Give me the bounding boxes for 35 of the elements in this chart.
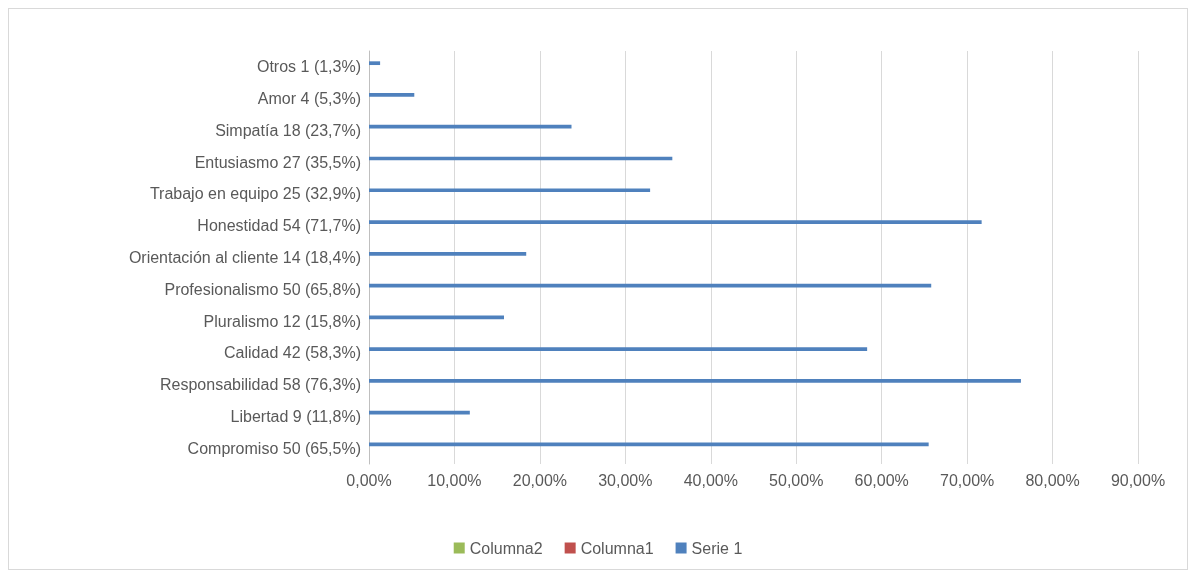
y-tick-label: Orientación al cliente 14 (18,4%) <box>128 249 361 266</box>
x-tick-label: 90,00% <box>1110 471 1166 489</box>
x-tick-label: 80,00% <box>1025 471 1080 489</box>
x-tick-label: 50,00% <box>769 471 824 489</box>
bar <box>369 61 381 66</box>
x-tick-label: 10,00% <box>427 471 482 489</box>
x-tick-label: 20,00% <box>512 471 568 489</box>
y-tick-label: Pluralismo 12 (15,8%) <box>203 312 361 330</box>
bar <box>369 93 415 97</box>
y-tick-label: Honestidad 54 (71,7%) <box>197 217 361 235</box>
y-tick-label: Amor 4 (5,3%) <box>257 90 361 108</box>
x-tick-label: 60,00% <box>854 471 909 489</box>
y-tick-label: Trabajo en equipo 25 (32,9%) <box>149 185 361 203</box>
bar <box>369 124 572 129</box>
bar <box>369 379 1021 383</box>
bar <box>369 315 504 320</box>
y-tick-label: Calidad 42 (58,3%) <box>224 344 361 362</box>
y-tick-label: Libertad 9 (11,8%) <box>230 407 361 425</box>
x-tick-label: 70,00% <box>939 471 995 489</box>
x-tick-label: 40,00% <box>683 471 738 489</box>
y-tick-label: Simpatía 18 (23,7%) <box>215 121 361 139</box>
y-tick-label: Profesionalismo 50 (65,8%) <box>164 280 361 298</box>
bar <box>369 188 651 193</box>
bar <box>369 347 868 351</box>
y-tick-label: Entusiasmo 27 (35,5%) <box>194 153 361 171</box>
y-tick-label: Compromiso 50 (65,5%) <box>187 439 361 457</box>
bar <box>369 251 527 256</box>
legend-label: Columna1 <box>580 539 654 557</box>
x-tick-label: 30,00% <box>598 471 653 489</box>
y-tick-label: Otros 1 (1,3%) <box>256 58 361 76</box>
bar <box>369 220 982 224</box>
legend-label: Columna2 <box>469 539 543 557</box>
y-tick-label: Responsabilidad 58 (76,3%) <box>159 376 361 394</box>
x-tick-label: 0,00% <box>346 471 392 489</box>
legend-label: Serie 1 <box>691 539 743 557</box>
